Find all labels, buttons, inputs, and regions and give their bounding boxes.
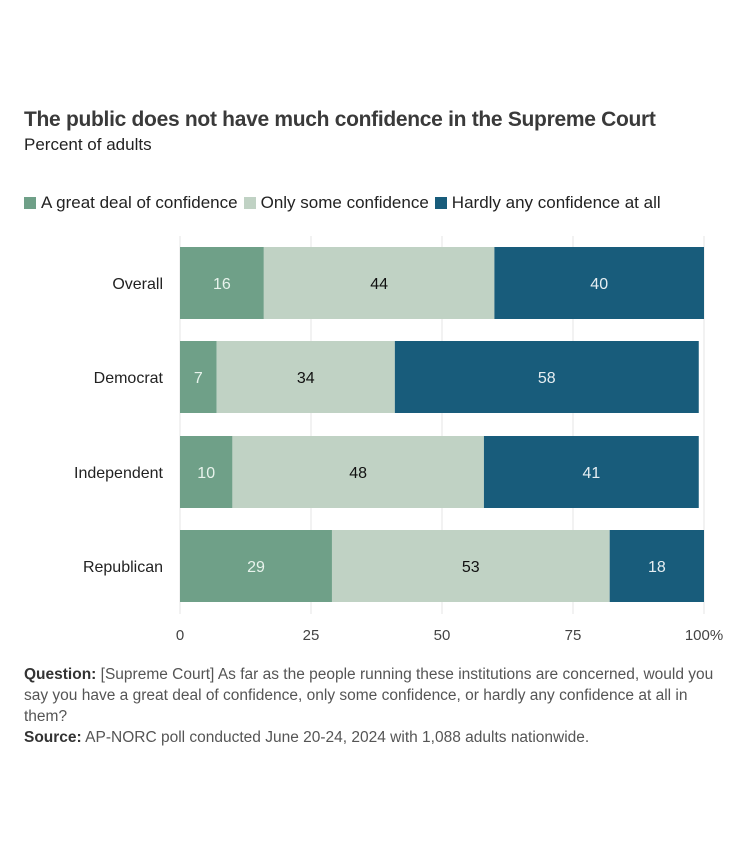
bar-segment bbox=[263, 247, 495, 319]
data-label: 34 bbox=[297, 370, 315, 387]
category-label: Independent bbox=[74, 465, 164, 482]
question-note: Question: [Supreme Court] As far as the … bbox=[24, 664, 724, 727]
bar-segment bbox=[216, 341, 395, 413]
category-label: Overall bbox=[112, 276, 163, 293]
source-label: Source: bbox=[24, 729, 82, 746]
x-tick-label: 50 bbox=[434, 627, 451, 644]
bar-segment bbox=[483, 436, 699, 508]
x-tick-label: 75 bbox=[565, 627, 582, 644]
chart-footer: Question: [Supreme Court] As far as the … bbox=[24, 664, 724, 748]
data-label: 10 bbox=[197, 465, 215, 482]
legend-item-only-some: Only some confidence bbox=[243, 193, 429, 213]
question-label: Question: bbox=[24, 666, 97, 683]
data-label: 7 bbox=[194, 370, 203, 387]
bar-segment bbox=[180, 247, 264, 319]
legend-swatch-hardly-any bbox=[434, 197, 447, 209]
bar-segment bbox=[609, 530, 704, 602]
x-tick-label: 0 bbox=[176, 627, 184, 644]
legend-swatch-only-some bbox=[243, 197, 256, 209]
data-label: 58 bbox=[538, 370, 556, 387]
bar-segment bbox=[180, 530, 332, 602]
bar-segment bbox=[331, 530, 610, 602]
source-note: Source: AP-NORC poll conducted June 20-2… bbox=[24, 727, 724, 748]
legend: A great deal of confidence Only some con… bbox=[24, 193, 667, 213]
source-text: AP-NORC poll conducted June 20-24, 2024 … bbox=[81, 729, 590, 746]
bar-segment bbox=[494, 247, 704, 319]
data-label: 29 bbox=[247, 559, 265, 576]
legend-label-hardly-any: Hardly any confidence at all bbox=[451, 193, 661, 212]
legend-label-only-some: Only some confidence bbox=[260, 193, 429, 212]
data-label: 18 bbox=[648, 559, 666, 576]
category-label: Democrat bbox=[94, 370, 164, 387]
legend-swatch-great-deal bbox=[24, 197, 36, 209]
data-label: 44 bbox=[370, 276, 388, 293]
legend-item-hardly-any: Hardly any confidence at all bbox=[434, 193, 661, 213]
chart-subtitle: Percent of adults bbox=[24, 135, 152, 154]
question-text: [Supreme Court] As far as the people run… bbox=[24, 666, 714, 725]
bar-segment bbox=[394, 341, 699, 413]
data-label: 53 bbox=[462, 559, 480, 576]
data-label: 41 bbox=[582, 465, 600, 482]
legend-label-great-deal: A great deal of confidence bbox=[41, 193, 238, 212]
data-label: 16 bbox=[213, 276, 231, 293]
bar-segment bbox=[232, 436, 484, 508]
bar-segment bbox=[180, 341, 217, 413]
data-label: 48 bbox=[349, 465, 367, 482]
data-label: 40 bbox=[590, 276, 608, 293]
x-tick-label: 100% bbox=[685, 627, 723, 644]
bar-segment bbox=[180, 436, 233, 508]
chart-title: The public does not have much confidence… bbox=[24, 108, 656, 131]
category-label: Republican bbox=[83, 559, 163, 576]
x-tick-label: 25 bbox=[303, 627, 320, 644]
legend-item-great-deal: A great deal of confidence bbox=[24, 193, 238, 213]
